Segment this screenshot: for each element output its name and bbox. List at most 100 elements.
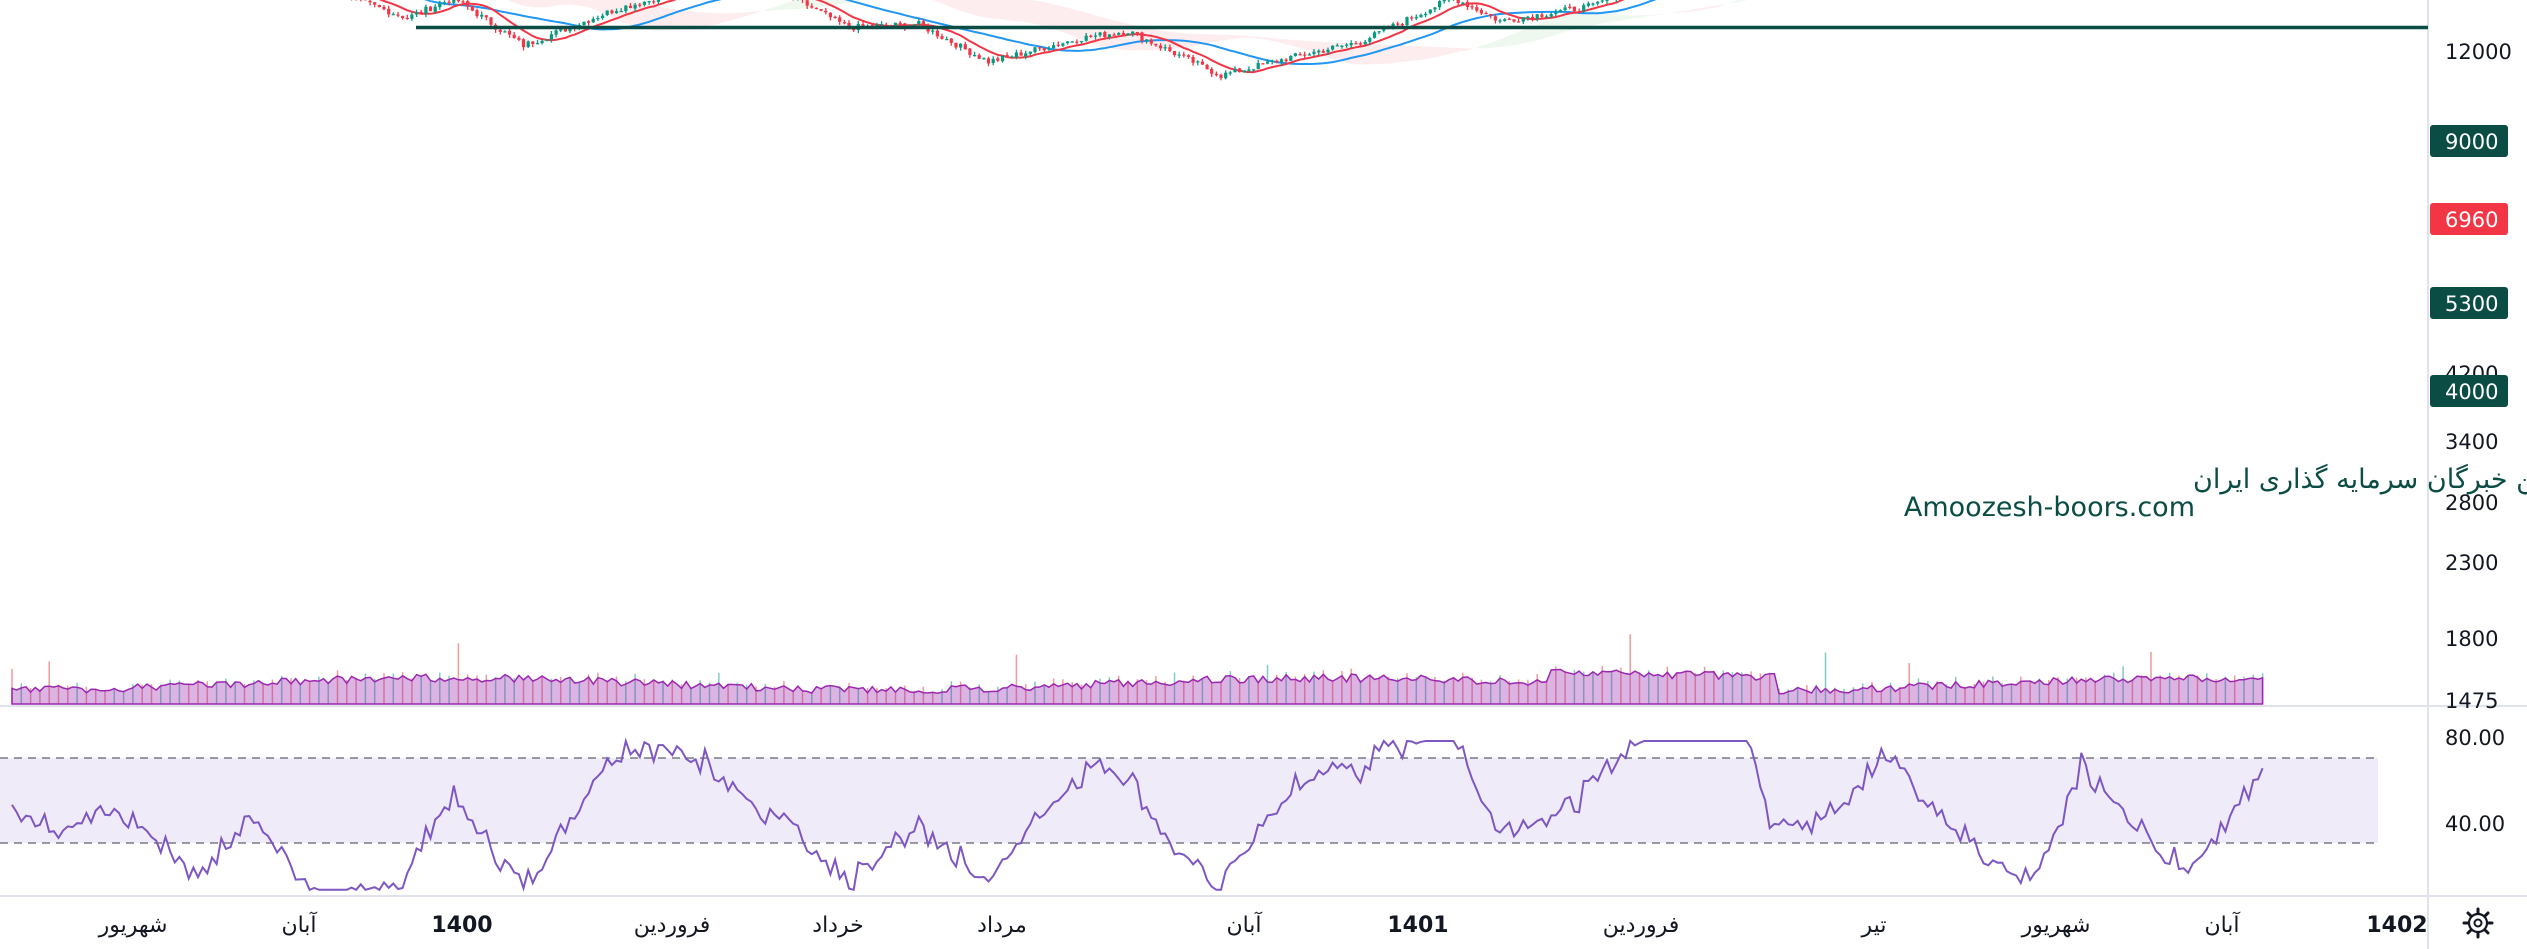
volume-histogram xyxy=(11,634,2264,705)
candle-body xyxy=(1107,34,1111,38)
candle-body xyxy=(1168,47,1172,51)
candle-body xyxy=(1307,54,1311,56)
svg-text:9000: 9000 xyxy=(2445,130,2498,154)
candle-body xyxy=(1196,61,1200,63)
candle-body xyxy=(1242,70,1246,73)
candle-body xyxy=(1484,13,1488,15)
candle-body xyxy=(401,16,405,19)
candle-body xyxy=(917,21,921,25)
time-label: آبان xyxy=(281,911,317,938)
support-resistance-levels[interactable] xyxy=(0,0,2428,30)
candle-body xyxy=(935,30,939,37)
candle-body xyxy=(963,44,967,50)
candle-body xyxy=(1461,2,1465,4)
level-tag-4000: 4000 xyxy=(2430,375,2508,407)
candle-body xyxy=(587,21,591,23)
candle-body xyxy=(1293,53,1297,56)
candle-body xyxy=(1424,13,1428,16)
candle-body xyxy=(1000,55,1005,62)
candle-body xyxy=(1512,19,1516,22)
candle-body xyxy=(1140,32,1144,41)
candle-body xyxy=(945,39,949,41)
candle-body xyxy=(1275,60,1279,63)
candle-body xyxy=(1279,59,1284,63)
time-label: فروردین xyxy=(634,913,711,938)
candle-body xyxy=(526,41,530,47)
candle-body xyxy=(1084,35,1088,41)
candle-body xyxy=(428,6,433,12)
candle-body xyxy=(1372,32,1377,38)
candle-body xyxy=(1163,47,1167,49)
svg-text:6960: 6960 xyxy=(2445,208,2498,232)
candle-body xyxy=(1405,17,1409,25)
candle-body xyxy=(559,28,563,31)
candle-body xyxy=(940,36,944,39)
candle-body xyxy=(545,39,549,41)
candle-body xyxy=(507,30,512,35)
candle-body xyxy=(1191,57,1195,63)
candle-body xyxy=(377,5,381,8)
candle-body xyxy=(391,14,395,16)
time-label: 1402 xyxy=(2366,913,2427,938)
candle-body xyxy=(986,58,991,64)
time-axis[interactable]: شهریور آبان 1400 فروردین خرداد مرداد آبا… xyxy=(98,911,2428,938)
candle-body xyxy=(1265,61,1270,64)
candle-body xyxy=(1117,33,1121,35)
candle-body xyxy=(1396,23,1400,25)
candle-body xyxy=(1047,48,1051,50)
candle-body xyxy=(847,22,851,28)
candle-body xyxy=(842,22,846,24)
candle-body xyxy=(1066,41,1070,44)
candle-body xyxy=(1498,20,1502,22)
candle-body xyxy=(601,15,605,18)
candle-body xyxy=(1433,7,1437,10)
gear-icon[interactable] xyxy=(2462,907,2494,939)
time-label: خرداد xyxy=(812,913,863,938)
candle-body xyxy=(1019,52,1023,56)
candle-body xyxy=(931,30,935,32)
candle-body xyxy=(1331,45,1335,50)
price-tick: 1475 xyxy=(2445,689,2498,713)
candle-body xyxy=(1247,69,1251,71)
candle-body xyxy=(1526,16,1530,18)
candle-body xyxy=(1261,63,1265,65)
candle-body xyxy=(819,9,823,11)
candle-body xyxy=(1549,14,1553,17)
candle-body xyxy=(1224,72,1228,79)
candle-body xyxy=(1535,14,1539,19)
candle-body xyxy=(628,5,633,8)
candle-body xyxy=(814,7,819,9)
candle-body xyxy=(880,24,884,26)
candle-body xyxy=(396,14,400,16)
candle-body xyxy=(1154,43,1158,46)
candle-body xyxy=(1112,34,1116,36)
cloud-bullish xyxy=(1727,0,1749,4)
candle-body xyxy=(968,48,972,55)
candle-body xyxy=(1270,60,1274,62)
candle-body xyxy=(442,2,447,4)
candle-body xyxy=(642,1,646,5)
candle-body xyxy=(563,28,567,32)
candle-body xyxy=(884,24,888,26)
candle-body xyxy=(498,29,502,32)
svg-text:4000: 4000 xyxy=(2445,380,2498,404)
candle-body xyxy=(1098,32,1102,36)
candle-body xyxy=(638,4,642,6)
time-label: مرداد xyxy=(977,913,1027,938)
candle-body xyxy=(1605,0,1609,1)
candle-body xyxy=(1368,38,1372,42)
time-label: شهریور xyxy=(98,913,168,938)
candle-body xyxy=(610,10,614,14)
candle-body xyxy=(1214,73,1218,76)
candle-body xyxy=(991,58,995,63)
candle-body xyxy=(596,18,600,20)
candle-body xyxy=(591,18,595,23)
candle-body xyxy=(1531,16,1535,20)
candle-body xyxy=(805,0,809,6)
cloud-bullish xyxy=(765,0,865,11)
candle-body xyxy=(484,15,488,18)
candle-body xyxy=(1577,11,1581,13)
candle-body xyxy=(1517,21,1521,23)
candle-body xyxy=(1289,56,1293,61)
